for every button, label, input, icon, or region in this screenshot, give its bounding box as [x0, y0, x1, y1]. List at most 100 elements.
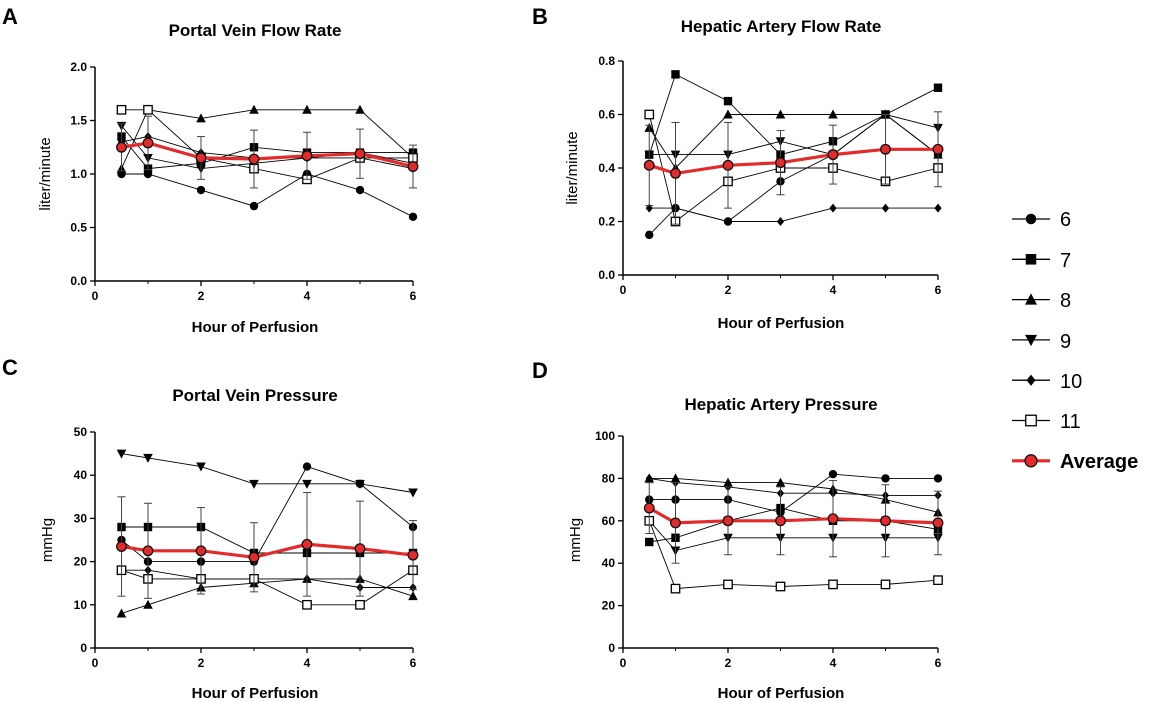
- data-point-8: [196, 113, 206, 123]
- series-line-average: [121, 542, 414, 559]
- data-point-8: [828, 109, 838, 119]
- data-point-8: [670, 473, 681, 483]
- panel-b: B Hepatic Artery Flow Rate Hour of Perfu…: [532, 4, 944, 332]
- panel-letter-c: C: [2, 355, 18, 380]
- y-tick-label: 100: [595, 429, 615, 443]
- y-tick-label: 20: [74, 555, 88, 569]
- data-point-average: [354, 543, 366, 555]
- x-tick-label: 0: [92, 289, 99, 303]
- x-axis-label: Hour of Perfusion: [718, 315, 845, 332]
- data-point-7: [723, 96, 733, 106]
- legend-marker-7: [1025, 254, 1037, 265]
- data-point-6: [408, 212, 418, 221]
- data-point-9: [196, 462, 206, 472]
- data-point-6: [196, 185, 206, 195]
- panel-letter-d: D: [532, 358, 548, 383]
- data-point-6: [933, 474, 943, 483]
- data-point-average: [301, 538, 313, 550]
- data-point-10: [724, 217, 732, 226]
- series-line-6: [121, 173, 414, 218]
- legend-marker-10: [1026, 374, 1036, 386]
- data-point-average: [116, 541, 127, 552]
- y-tick-label: 1.5: [70, 114, 87, 128]
- panel-letter-b: B: [532, 4, 548, 29]
- legend-marker-6: [1025, 213, 1037, 225]
- data-point-11: [143, 104, 153, 115]
- data-point-11: [828, 579, 838, 590]
- y-axis-label: liter/minute: [37, 137, 54, 210]
- data-point-10: [881, 203, 890, 213]
- data-point-10: [645, 473, 653, 483]
- legend-label-11: 11: [1060, 411, 1081, 433]
- data-point-average: [880, 143, 891, 155]
- panel-d: D Hepatic Artery Pressure Hour of Perfus…: [532, 358, 944, 701]
- x-tick-label: 2: [198, 656, 205, 670]
- y-tick-label: 1.0: [70, 167, 87, 181]
- legend-label-9: 9: [1060, 331, 1071, 353]
- legend-marker-9: [1025, 334, 1037, 347]
- chart-title: Portal Vein Flow Rate: [169, 21, 342, 40]
- data-point-10: [829, 203, 837, 213]
- data-point-average: [643, 159, 655, 171]
- data-point-11: [933, 575, 943, 586]
- data-point-8: [249, 104, 259, 114]
- data-point-6: [645, 230, 654, 240]
- data-point-11: [670, 583, 681, 594]
- y-tick-label: 20: [602, 599, 616, 613]
- data-point-9: [355, 479, 365, 489]
- x-tick-label: 6: [410, 656, 417, 670]
- legend-marker-Average: [1024, 454, 1038, 468]
- legend-label-10: 10: [1060, 371, 1082, 393]
- series-line-average: [121, 141, 414, 169]
- y-tick-label: 60: [602, 514, 616, 528]
- data-point-11: [644, 109, 655, 120]
- x-tick-label: 2: [725, 283, 732, 297]
- x-tick-label: 0: [92, 656, 99, 670]
- y-axis-label: mmHg: [567, 518, 584, 562]
- legend-label-average: Average: [1060, 451, 1138, 473]
- data-point-8: [775, 477, 786, 487]
- data-point-average: [827, 149, 839, 161]
- x-tick-label: 2: [725, 656, 732, 670]
- y-tick-label: 0.0: [598, 268, 615, 282]
- series-line-11: [648, 114, 939, 223]
- data-point-10: [776, 217, 785, 226]
- data-point-average: [142, 545, 154, 557]
- x-tick-label: 4: [304, 656, 311, 670]
- chart-title: Hepatic Artery Pressure: [684, 395, 877, 414]
- data-point-6: [881, 474, 890, 483]
- series-line-9: [648, 520, 938, 552]
- data-point-6: [355, 185, 365, 195]
- data-point-11: [880, 579, 891, 590]
- data-point-average: [670, 167, 681, 179]
- data-point-10: [934, 203, 942, 213]
- x-tick-label: 4: [830, 656, 837, 670]
- data-point-average: [722, 515, 734, 527]
- series-line-6: [648, 113, 939, 236]
- y-axis-label: mmHg: [39, 518, 56, 562]
- data-point-average: [775, 515, 786, 527]
- x-tick-label: 4: [304, 289, 311, 303]
- data-point-11: [116, 104, 127, 115]
- data-point-average: [248, 551, 260, 563]
- data-point-average: [775, 157, 786, 169]
- data-point-11: [723, 579, 733, 590]
- x-axis-label: Hour of Perfusion: [192, 685, 319, 701]
- chart-title: Portal Vein Pressure: [172, 386, 337, 405]
- data-point-8: [143, 599, 153, 609]
- data-point-8: [723, 109, 733, 119]
- y-tick-label: 50: [74, 425, 88, 439]
- legend-label-7: 7: [1060, 250, 1071, 272]
- data-point-average: [116, 141, 127, 153]
- y-tick-label: 30: [74, 511, 88, 525]
- data-point-9: [249, 479, 259, 489]
- series-line-7: [649, 507, 939, 543]
- x-tick-label: 6: [935, 283, 942, 297]
- panel-a: A Portal Vein Flow Rate Hour of Perfusio…: [2, 4, 419, 336]
- y-tick-label: 0: [80, 641, 87, 655]
- data-point-11: [302, 599, 312, 610]
- data-point-9: [116, 449, 127, 459]
- data-point-7: [933, 83, 943, 92]
- x-tick-label: 6: [410, 289, 417, 303]
